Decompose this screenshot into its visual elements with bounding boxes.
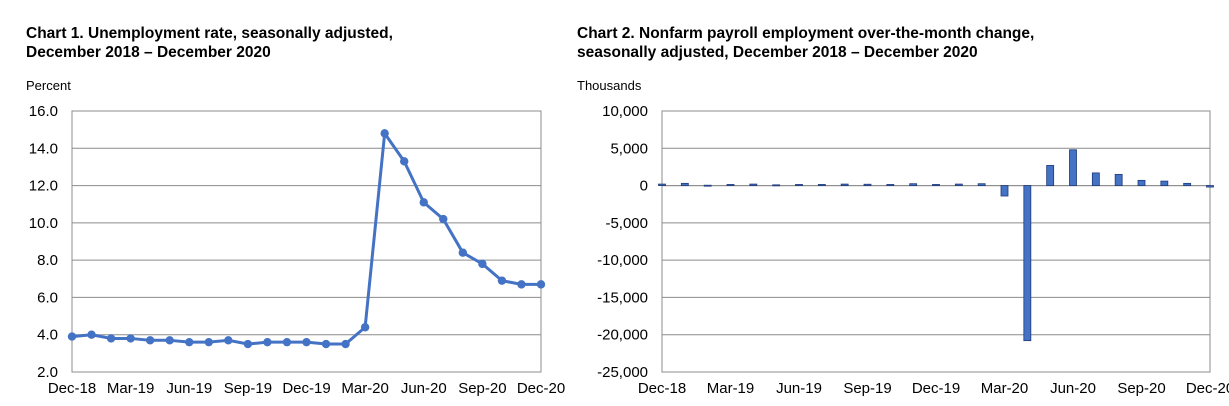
series-line: [71, 131, 541, 346]
bar: [726, 184, 735, 186]
bar: [703, 184, 712, 187]
y-tick-label: -25,000: [597, 364, 648, 381]
y-tick-label: 5,000: [610, 140, 648, 157]
x-tick-label: Sep-19: [843, 380, 891, 397]
data-point: [87, 330, 96, 339]
x-tick-label: Dec-18: [638, 380, 686, 397]
y-tick-label: -10,000: [597, 252, 648, 269]
data-point: [145, 336, 155, 345]
data-point: [106, 334, 116, 343]
bar: [886, 184, 895, 186]
y-tick-label: 0: [640, 178, 648, 195]
data-point: [439, 214, 448, 224]
data-point: [302, 337, 311, 347]
bar: [749, 183, 758, 186]
y-tick-label: 8.0: [37, 252, 58, 269]
bar: [863, 183, 872, 186]
bar: [817, 184, 826, 186]
x-tick-label: Mar-20: [981, 380, 1029, 397]
x-tick-label: Sep-20: [458, 380, 506, 397]
payroll-bar-plot: -25,000 -20,000 -15,000 -10,000 -5,000 0 5,000…: [597, 103, 1229, 397]
y-tick-label: 14.0: [29, 140, 58, 157]
bar: [909, 183, 918, 186]
x-tick-label: Dec-20: [517, 380, 565, 397]
y-tick-label: 12.0: [29, 178, 58, 195]
chart-title-line-2: seasonally adjusted, December 2018 – Dec…: [577, 44, 978, 61]
data-point: [321, 339, 331, 349]
data-point: [341, 339, 350, 349]
bar: [932, 184, 940, 186]
plot-frame: [71, 110, 542, 373]
bar: [795, 184, 803, 186]
bar: [1137, 179, 1146, 186]
data-point: [536, 280, 546, 289]
x-tick-label: Mar-19: [707, 380, 755, 397]
bar: [680, 182, 689, 186]
bar: [1091, 172, 1100, 186]
y-tick-label: 4.0: [37, 327, 58, 344]
bar: [840, 183, 849, 186]
y-tick-label: 6.0: [37, 289, 58, 306]
data-point: [263, 337, 272, 347]
data-point: [458, 248, 468, 257]
bar: [658, 183, 666, 186]
x-tick-label: Sep-19: [224, 380, 272, 397]
unemployment-line-plot: 2.0 4.0 6.0 8.0 10.0 12.0 14.0 16.0 Dec-18 Mar-19…: [29, 103, 565, 397]
y-tick-label: 2.0: [37, 364, 58, 381]
x-tick-label: Dec-18: [48, 380, 96, 397]
y-tick-label: -15,000: [597, 289, 648, 306]
x-tick-label: Dec-19: [912, 380, 960, 397]
chart-title-line-2: December 2018 – December 2020: [26, 44, 271, 61]
data-point: [517, 280, 526, 289]
y-tick-label: -5,000: [605, 215, 648, 232]
y-tick-label: 10.0: [29, 215, 58, 232]
x-tick-label: Sep-20: [1117, 380, 1165, 397]
y-axis-unit-label: Percent: [26, 78, 71, 93]
chart-title-line-1: Chart 2. Nonfarm payroll employment over…: [577, 25, 1035, 42]
y-tick-label: -20,000: [597, 327, 648, 344]
bar: [1114, 173, 1123, 186]
bar: [977, 183, 986, 186]
data-point: [400, 157, 409, 166]
chart-title: Chart 2. Nonfarm payroll employment over…: [577, 24, 1034, 62]
data-point: [204, 337, 213, 347]
x-tick-label: Dec-19: [282, 380, 330, 397]
payroll-chart-panel: Chart 2. Nonfarm payroll employment over…: [560, 0, 1229, 406]
y-tick-label: 16.0: [29, 103, 58, 120]
data-point: [126, 334, 135, 343]
x-tick-label: Jun-19: [776, 380, 822, 397]
data-point: [497, 276, 507, 285]
plot-frame: [661, 110, 1211, 373]
bar: [1046, 165, 1055, 186]
x-tick-label: Mar-19: [107, 380, 155, 397]
bar: [1023, 185, 1032, 342]
data-point: [185, 337, 194, 347]
data-point: [165, 336, 174, 345]
bar: [772, 184, 781, 187]
bar: [1206, 185, 1214, 188]
x-tick-label: Jun-19: [166, 380, 212, 397]
data-point: [380, 129, 389, 138]
unemployment-chart-panel: Chart 1. Unemployment rate, seasonally a…: [0, 0, 600, 406]
data-point: [243, 339, 253, 349]
chart-title: Chart 1. Unemployment rate, seasonally a…: [26, 24, 393, 62]
x-tick-label: Jun-20: [401, 380, 447, 397]
chart-title-line-1: Chart 1. Unemployment rate, seasonally a…: [26, 25, 393, 42]
bar: [954, 183, 963, 186]
data-point: [282, 337, 292, 347]
x-tick-label: Jun-20: [1050, 380, 1096, 397]
x-tick-label: Mar-20: [341, 380, 389, 397]
bar: [1000, 185, 1009, 197]
data-point: [478, 259, 487, 269]
data-point: [224, 336, 233, 345]
bar: [1160, 180, 1169, 186]
bar: [1069, 149, 1077, 186]
data-point: [419, 198, 428, 207]
y-tick-label: 10,000: [602, 103, 648, 120]
bar: [1183, 182, 1192, 186]
x-tick-label: Dec-20: [1186, 380, 1229, 397]
data-point: [67, 332, 77, 341]
data-point: [360, 323, 370, 332]
y-axis-unit-label: Thousands: [577, 78, 642, 93]
